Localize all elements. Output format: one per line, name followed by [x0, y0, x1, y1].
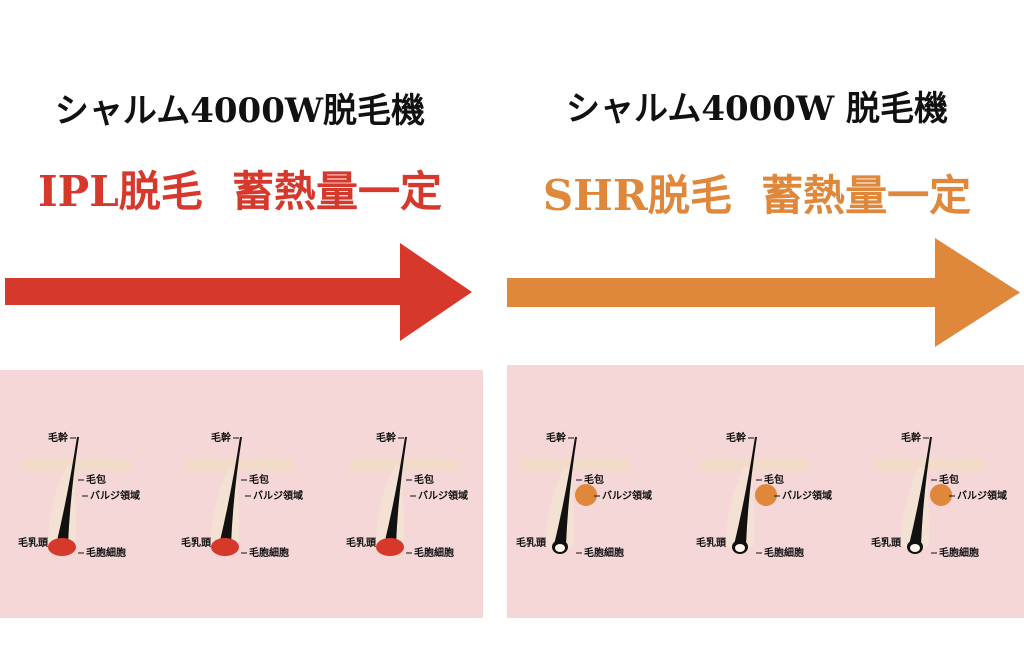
skin [185, 457, 295, 472]
papilla-core [555, 544, 565, 552]
arrow [507, 238, 1020, 347]
skin [700, 457, 810, 472]
label: 毛包 [86, 473, 106, 486]
heated-area [211, 538, 239, 556]
label: バルジ領域 [418, 489, 468, 502]
label: 毛包 [414, 473, 434, 486]
hair [384, 437, 407, 545]
skin [875, 457, 985, 472]
label: バルジ領域 [957, 489, 1007, 502]
hair [734, 437, 757, 545]
label: 毛胞細胞 [249, 546, 289, 559]
heated-area [930, 484, 952, 506]
label: 毛胞細胞 [414, 546, 454, 559]
panel-title: シャルム4000W脱毛機 [55, 91, 425, 131]
label: 毛胞細胞 [764, 546, 804, 559]
hair [56, 437, 79, 545]
hair [219, 437, 242, 545]
label: バルジ領域 [253, 489, 303, 502]
label: 毛乳頭 [18, 536, 49, 549]
label: 毛幹 [546, 431, 567, 444]
label: 毛乳頭 [696, 536, 727, 549]
label: バルジ領域 [782, 489, 832, 502]
skin [350, 457, 460, 472]
label: バルジ領域 [90, 489, 140, 502]
panel-subtitle: SHR脱毛 蓄熱量一定 [543, 171, 971, 220]
label: 毛乳頭 [346, 536, 377, 549]
heated-area [376, 538, 404, 556]
panel-title: シャルム4000W 脱毛機 [566, 89, 948, 129]
panel: シャルム4000W 脱毛機 SHR脱毛 蓄熱量一定毛幹毛包バルジ領域毛乳頭毛胞細胞… [507, 89, 1024, 618]
label: 毛包 [249, 473, 269, 486]
skin [520, 457, 630, 472]
label: 毛包 [764, 473, 784, 486]
heated-area [575, 484, 597, 506]
label: 毛乳頭 [181, 536, 212, 549]
arrow [5, 243, 472, 341]
label: 毛乳頭 [516, 536, 547, 549]
label: 毛胞細胞 [584, 546, 624, 559]
hair [554, 437, 577, 545]
label: 毛胞細胞 [86, 546, 126, 559]
heated-area [755, 484, 777, 506]
label: 毛幹 [376, 431, 397, 444]
skin [22, 457, 132, 472]
hair [909, 437, 932, 545]
papilla-core [910, 544, 920, 552]
papilla-core [735, 544, 745, 552]
label: 毛幹 [726, 431, 747, 444]
label: 毛胞細胞 [939, 546, 979, 559]
heated-area [48, 538, 76, 556]
label: 毛幹 [901, 431, 922, 444]
label: 毛乳頭 [871, 536, 902, 549]
label: 毛包 [584, 473, 604, 486]
label: 毛幹 [48, 431, 69, 444]
label: 毛幹 [211, 431, 232, 444]
label: 毛包 [939, 473, 959, 486]
panel-subtitle: IPL脱毛 蓄熱量一定 [38, 167, 442, 216]
label: バルジ領域 [602, 489, 652, 502]
